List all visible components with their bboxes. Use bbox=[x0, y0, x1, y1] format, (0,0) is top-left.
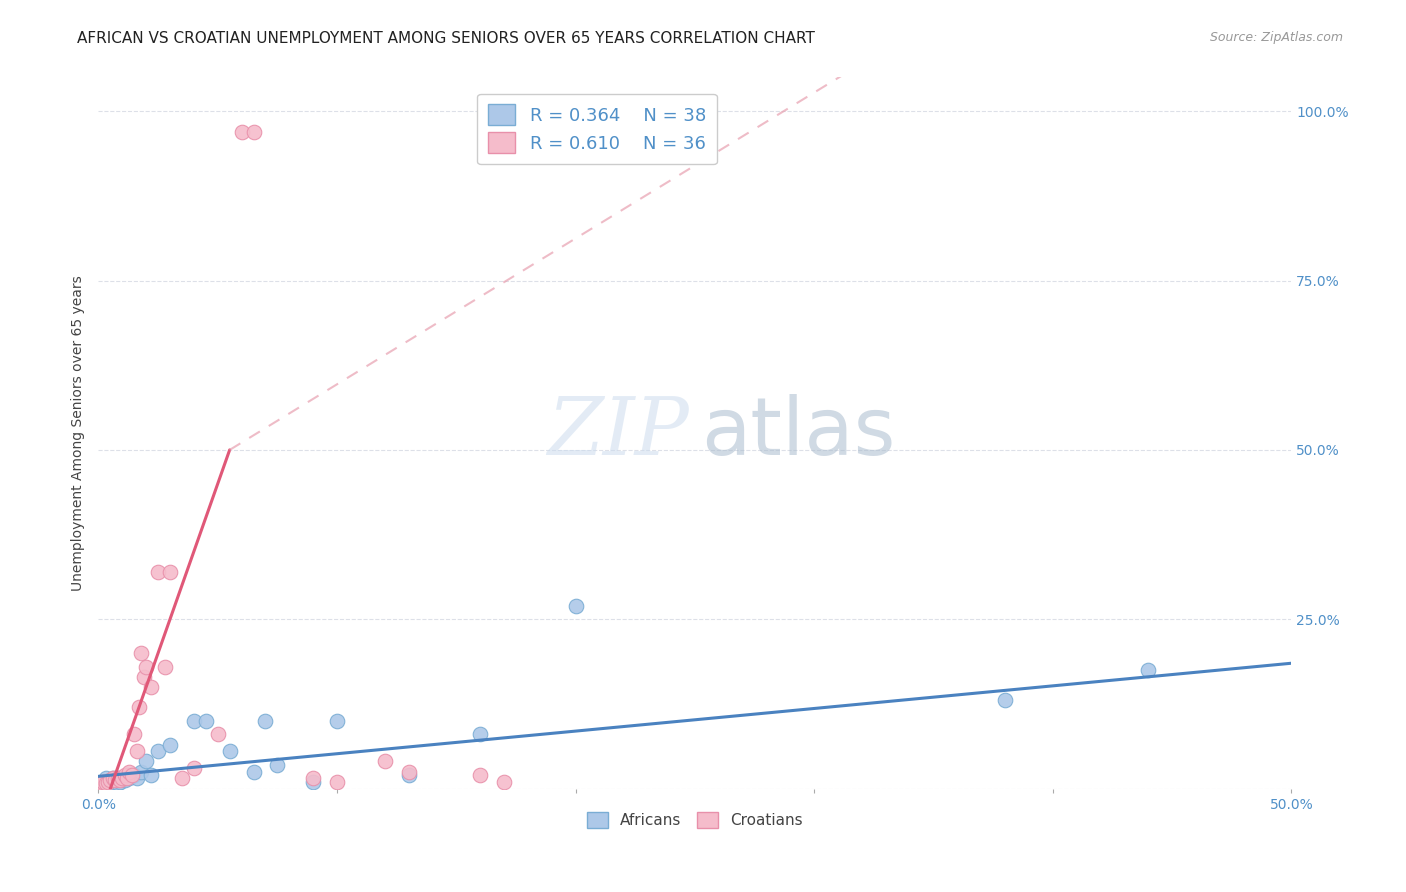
Point bbox=[470, 727, 492, 741]
Point bbox=[121, 768, 143, 782]
Point bbox=[101, 772, 124, 786]
Point bbox=[266, 757, 288, 772]
Point bbox=[118, 772, 141, 786]
Point bbox=[242, 764, 264, 779]
Point bbox=[111, 772, 134, 786]
Point bbox=[125, 744, 148, 758]
Point bbox=[135, 755, 157, 769]
Point bbox=[139, 768, 162, 782]
Point bbox=[91, 774, 114, 789]
Point bbox=[374, 755, 396, 769]
Point bbox=[97, 774, 120, 789]
Point bbox=[91, 778, 114, 792]
Point bbox=[194, 714, 217, 728]
Point bbox=[122, 768, 145, 782]
Point bbox=[231, 125, 253, 139]
Text: atlas: atlas bbox=[700, 394, 896, 472]
Point bbox=[1137, 663, 1160, 677]
Point bbox=[159, 738, 181, 752]
Point bbox=[564, 599, 586, 613]
Point bbox=[183, 714, 205, 728]
Point bbox=[107, 772, 129, 786]
Point bbox=[101, 772, 124, 786]
Point bbox=[183, 761, 205, 775]
Point bbox=[118, 764, 141, 779]
Point bbox=[122, 727, 145, 741]
Point bbox=[135, 659, 157, 673]
Point bbox=[94, 772, 117, 786]
Point bbox=[108, 773, 131, 788]
Point bbox=[326, 774, 349, 789]
Point bbox=[125, 772, 148, 786]
Point bbox=[326, 714, 349, 728]
Point bbox=[87, 778, 110, 792]
Point bbox=[302, 774, 325, 789]
Text: AFRICAN VS CROATIAN UNEMPLOYMENT AMONG SENIORS OVER 65 YEARS CORRELATION CHART: AFRICAN VS CROATIAN UNEMPLOYMENT AMONG S… bbox=[77, 31, 815, 46]
Point bbox=[94, 776, 117, 790]
Point bbox=[87, 778, 110, 792]
Point bbox=[98, 773, 121, 788]
Point bbox=[994, 693, 1017, 707]
Point bbox=[104, 773, 127, 788]
Point bbox=[492, 774, 515, 789]
Point bbox=[90, 776, 112, 790]
Point bbox=[98, 773, 121, 788]
Text: Source: ZipAtlas.com: Source: ZipAtlas.com bbox=[1209, 31, 1343, 45]
Point bbox=[128, 700, 150, 714]
Point bbox=[108, 774, 131, 789]
Point bbox=[159, 565, 181, 579]
Point bbox=[104, 774, 127, 789]
Point bbox=[115, 768, 138, 782]
Point bbox=[470, 768, 492, 782]
Point bbox=[254, 714, 277, 728]
Point bbox=[207, 727, 229, 741]
Point bbox=[114, 773, 136, 788]
Point bbox=[155, 659, 177, 673]
Point bbox=[242, 125, 264, 139]
Point bbox=[131, 646, 153, 660]
Point bbox=[218, 744, 240, 758]
Point bbox=[132, 670, 155, 684]
Point bbox=[302, 772, 325, 786]
Point bbox=[90, 776, 112, 790]
Point bbox=[98, 776, 121, 790]
Point bbox=[146, 744, 169, 758]
Point bbox=[94, 776, 117, 790]
Point bbox=[398, 768, 420, 782]
Point bbox=[398, 764, 420, 779]
Point bbox=[114, 768, 136, 782]
Point bbox=[115, 772, 138, 786]
Point bbox=[146, 565, 169, 579]
Legend: Africans, Croatians: Africans, Croatians bbox=[581, 806, 810, 834]
Point bbox=[170, 772, 193, 786]
Point bbox=[91, 774, 114, 789]
Point bbox=[107, 776, 129, 790]
Point bbox=[97, 774, 120, 789]
Point bbox=[131, 764, 153, 779]
Point bbox=[139, 680, 162, 694]
Point bbox=[107, 772, 129, 786]
Y-axis label: Unemployment Among Seniors over 65 years: Unemployment Among Seniors over 65 years bbox=[72, 275, 86, 591]
Point bbox=[111, 772, 134, 786]
Text: ZIP: ZIP bbox=[547, 394, 689, 472]
